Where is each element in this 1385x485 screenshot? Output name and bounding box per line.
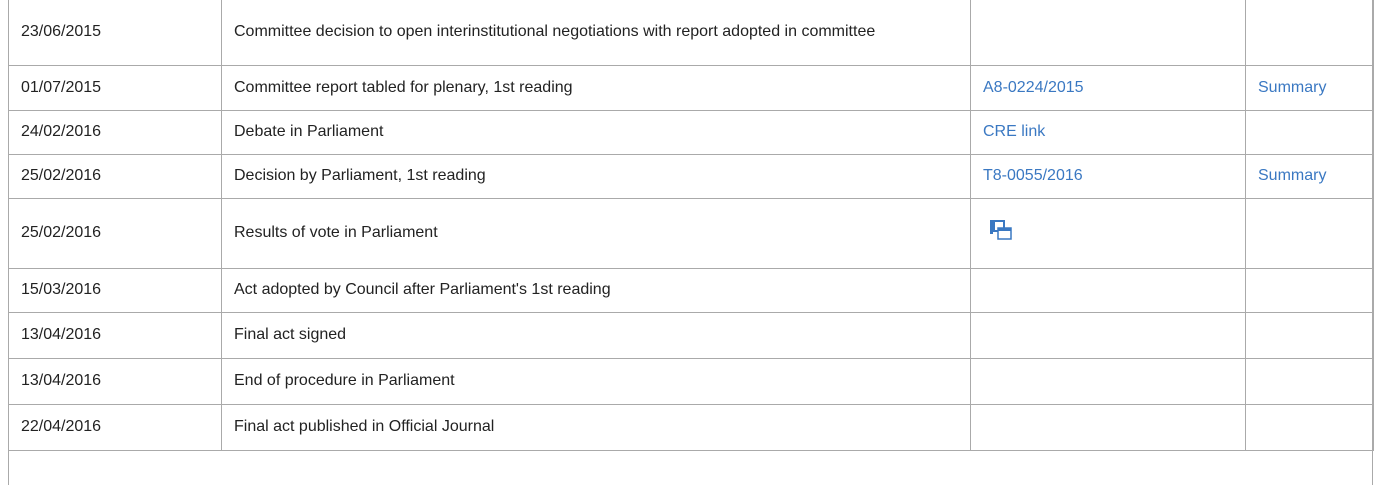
reference-cell [970, 311, 1246, 359]
event: End of procedure in Parliament [234, 372, 455, 389]
reference-cell [970, 0, 1246, 66]
summary-cell [1245, 311, 1374, 359]
table-row: 25/02/2016 Results of vote in Parliament [8, 197, 1374, 269]
reference-link[interactable]: T8-0055/2016 [983, 167, 1083, 184]
reference-cell [970, 197, 1246, 269]
date-cell: 24/02/2016 [8, 109, 222, 155]
events-table: 23/06/2015 Committee decision to open int… [8, 0, 1374, 451]
table-row: 13/04/2016 End of procedure in Parliament [8, 357, 1374, 405]
summary-cell [1245, 197, 1374, 269]
reference-cell: A8-0224/2015 [970, 64, 1246, 111]
event: Committee decision to open interinstitut… [234, 23, 876, 41]
reference-link[interactable]: CRE link [983, 123, 1046, 140]
event: Results of vote in Parliament [234, 224, 438, 241]
summary-cell: Summary [1245, 153, 1374, 199]
date: 13/04/2016 [21, 326, 102, 343]
event: Debate in Parliament [234, 123, 384, 140]
table-row: 01/07/2015 Committee report tabled for pl… [8, 64, 1374, 111]
summary-cell [1245, 0, 1374, 66]
date-cell: 25/02/2016 [8, 153, 222, 199]
summary-cell [1245, 403, 1374, 451]
reference-cell [970, 403, 1246, 451]
summary-cell [1245, 267, 1374, 313]
reference-cell: T8-0055/2016 [970, 153, 1246, 199]
event-cell: Decision by Parliament, 1st reading [221, 153, 971, 199]
table-body: 23/06/2015 Committee decision to open int… [8, 0, 1374, 451]
table-row: 24/02/2016 Debate in Parliament CRE link [8, 109, 1374, 155]
table-row: 25/02/2016 Decision by Parliament, 1st re… [8, 153, 1374, 199]
event: Decision by Parliament, 1st reading [234, 167, 486, 184]
event-cell: Results of vote in Parliament [221, 197, 971, 269]
table-row: 22/04/2016 Final act published in Officia… [8, 403, 1374, 451]
date-cell: 13/04/2016 [8, 357, 222, 405]
event-cell: Debate in Parliament [221, 109, 971, 155]
date-cell: 13/04/2016 [8, 311, 222, 359]
event: Final act signed [234, 326, 347, 343]
reference-link[interactable]: A8-0224/2015 [983, 78, 1084, 96]
date: 15/03/2016 [21, 281, 102, 298]
reference-cell [970, 357, 1246, 405]
summary-cell [1245, 109, 1374, 155]
event: Final act published in Official Journal [234, 418, 495, 435]
event-cell: End of procedure in Parliament [221, 357, 971, 405]
date: 25/02/2016 [21, 224, 102, 241]
reference-cell: CRE link [970, 109, 1246, 155]
summary-link[interactable]: Summary [1258, 167, 1327, 184]
summary-cell [1245, 357, 1374, 405]
table-container: 23/06/2015 Committee decision to open int… [8, 0, 1374, 485]
table-row: 23/06/2015 Committee decision to open int… [8, 0, 1374, 66]
date-cell: 01/07/2015 [8, 64, 222, 111]
event: Act adopted by Council after Parliament'… [234, 281, 611, 298]
summary-cell: Summary [1245, 64, 1374, 111]
date: 25/02/2016 [21, 167, 102, 184]
vote-results-icon[interactable] [989, 218, 1013, 242]
date-cell: 25/02/2016 [8, 197, 222, 269]
summary-link[interactable]: Summary [1258, 78, 1327, 96]
date: 22/04/2016 [21, 418, 102, 435]
event-cell: Final act published in Official Journal [221, 403, 971, 451]
date-cell: 23/06/2015 [8, 0, 222, 66]
event-cell: Committee report tabled for plenary, 1st… [221, 64, 971, 111]
table-row: 13/04/2016 Final act signed [8, 311, 1374, 359]
event: Committee report tabled for plenary, 1st… [234, 78, 573, 96]
date: 01/07/2015 [21, 78, 102, 96]
event-cell: Act adopted by Council after Parliament'… [221, 267, 971, 313]
date-cell: 15/03/2016 [8, 267, 222, 313]
event-cell: Final act signed [221, 311, 971, 359]
date: 13/04/2016 [21, 372, 102, 389]
reference-cell [970, 267, 1246, 313]
date: 23/06/2015 [21, 23, 102, 41]
event-cell: Committee decision to open interinstitut… [221, 0, 971, 66]
date-cell: 22/04/2016 [8, 403, 222, 451]
date: 24/02/2016 [21, 123, 102, 140]
table-row: 15/03/2016 Act adopted by Council after P… [8, 267, 1374, 313]
